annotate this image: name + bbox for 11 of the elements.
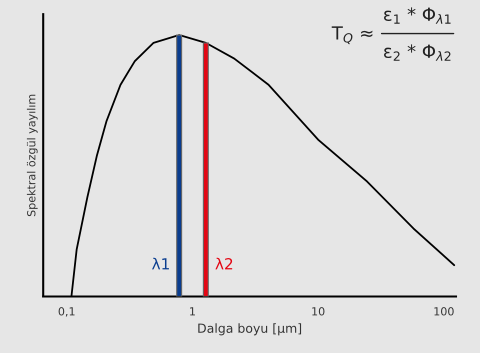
series-label: λ1 — [152, 258, 169, 270]
annotation: ε$_{2}$ * Φ$_{λ2}$ — [384, 44, 450, 61]
x-tick-label: 10 — [312, 307, 324, 316]
x-tick-label: 1 — [190, 307, 195, 316]
x-axis-title: Dalga boyu [µm] — [198, 323, 302, 336]
text: ε$_{1}$ * Φ$_{λ1}$ — [384, 7, 451, 24]
annotation: T$_{Q}$ ≈ — [332, 26, 372, 44]
y-axis-title: Spektral özgül yayılım — [26, 94, 38, 216]
x-tick-label: 100 — [434, 307, 454, 316]
series-label: λ2 — [215, 258, 232, 270]
x-tick-label: 0,1 — [58, 307, 75, 317]
